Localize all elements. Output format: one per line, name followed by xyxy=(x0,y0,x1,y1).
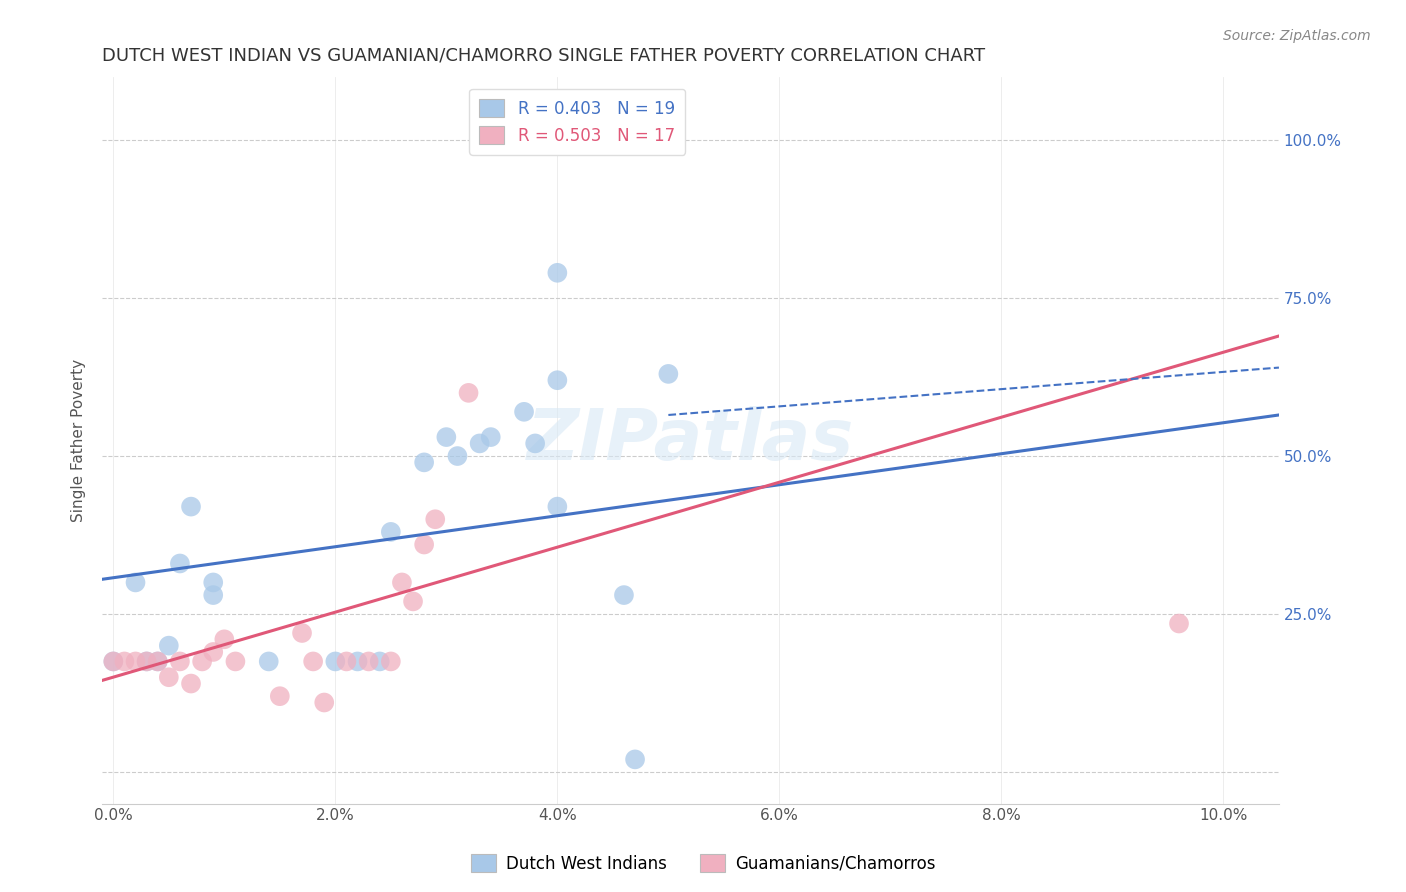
Point xyxy=(146,655,169,669)
Point xyxy=(169,557,191,571)
Point xyxy=(103,655,125,669)
Point xyxy=(613,588,636,602)
Text: ZIPatlas: ZIPatlas xyxy=(527,406,855,475)
Point xyxy=(446,449,468,463)
Point xyxy=(146,655,169,669)
Point xyxy=(202,588,225,602)
Point xyxy=(112,655,135,669)
Text: DUTCH WEST INDIAN VS GUAMANIAN/CHAMORRO SINGLE FATHER POVERTY CORRELATION CHART: DUTCH WEST INDIAN VS GUAMANIAN/CHAMORRO … xyxy=(103,46,986,64)
Point xyxy=(468,436,491,450)
Point xyxy=(257,655,280,669)
Point xyxy=(135,655,157,669)
Point xyxy=(269,689,291,703)
Point xyxy=(546,266,568,280)
Point xyxy=(103,655,125,669)
Point xyxy=(180,500,202,514)
Point xyxy=(357,655,380,669)
Point xyxy=(457,385,479,400)
Point xyxy=(157,670,180,684)
Text: Source: ZipAtlas.com: Source: ZipAtlas.com xyxy=(1223,29,1371,43)
Point xyxy=(524,133,547,147)
Point xyxy=(391,575,413,590)
Point xyxy=(380,655,402,669)
Point xyxy=(657,367,679,381)
Point xyxy=(191,655,214,669)
Point xyxy=(202,575,225,590)
Point xyxy=(413,455,436,469)
Point xyxy=(214,632,236,647)
Point xyxy=(368,655,391,669)
Point xyxy=(479,430,502,444)
Point xyxy=(546,500,568,514)
Legend: Dutch West Indians, Guamanians/Chamorros: Dutch West Indians, Guamanians/Chamorros xyxy=(464,847,942,880)
Point xyxy=(524,436,547,450)
Point xyxy=(202,645,225,659)
Point xyxy=(546,373,568,387)
Point xyxy=(224,655,246,669)
Point xyxy=(157,639,180,653)
Point xyxy=(291,626,314,640)
Point xyxy=(335,655,357,669)
Point xyxy=(346,655,368,669)
Point xyxy=(413,537,436,551)
Point xyxy=(124,655,146,669)
Point xyxy=(124,575,146,590)
Legend: R = 0.403   N = 19, R = 0.503   N = 17: R = 0.403 N = 19, R = 0.503 N = 17 xyxy=(470,89,685,154)
Point xyxy=(135,655,157,669)
Point xyxy=(434,430,457,444)
Point xyxy=(624,752,647,766)
Point xyxy=(325,655,347,669)
Point xyxy=(180,676,202,690)
Point xyxy=(169,655,191,669)
Point xyxy=(380,524,402,539)
Point xyxy=(425,512,447,526)
Point xyxy=(302,655,325,669)
Point xyxy=(513,405,536,419)
Point xyxy=(402,594,425,608)
Y-axis label: Single Father Poverty: Single Father Poverty xyxy=(72,359,86,522)
Point xyxy=(1168,616,1191,631)
Point xyxy=(314,696,336,710)
